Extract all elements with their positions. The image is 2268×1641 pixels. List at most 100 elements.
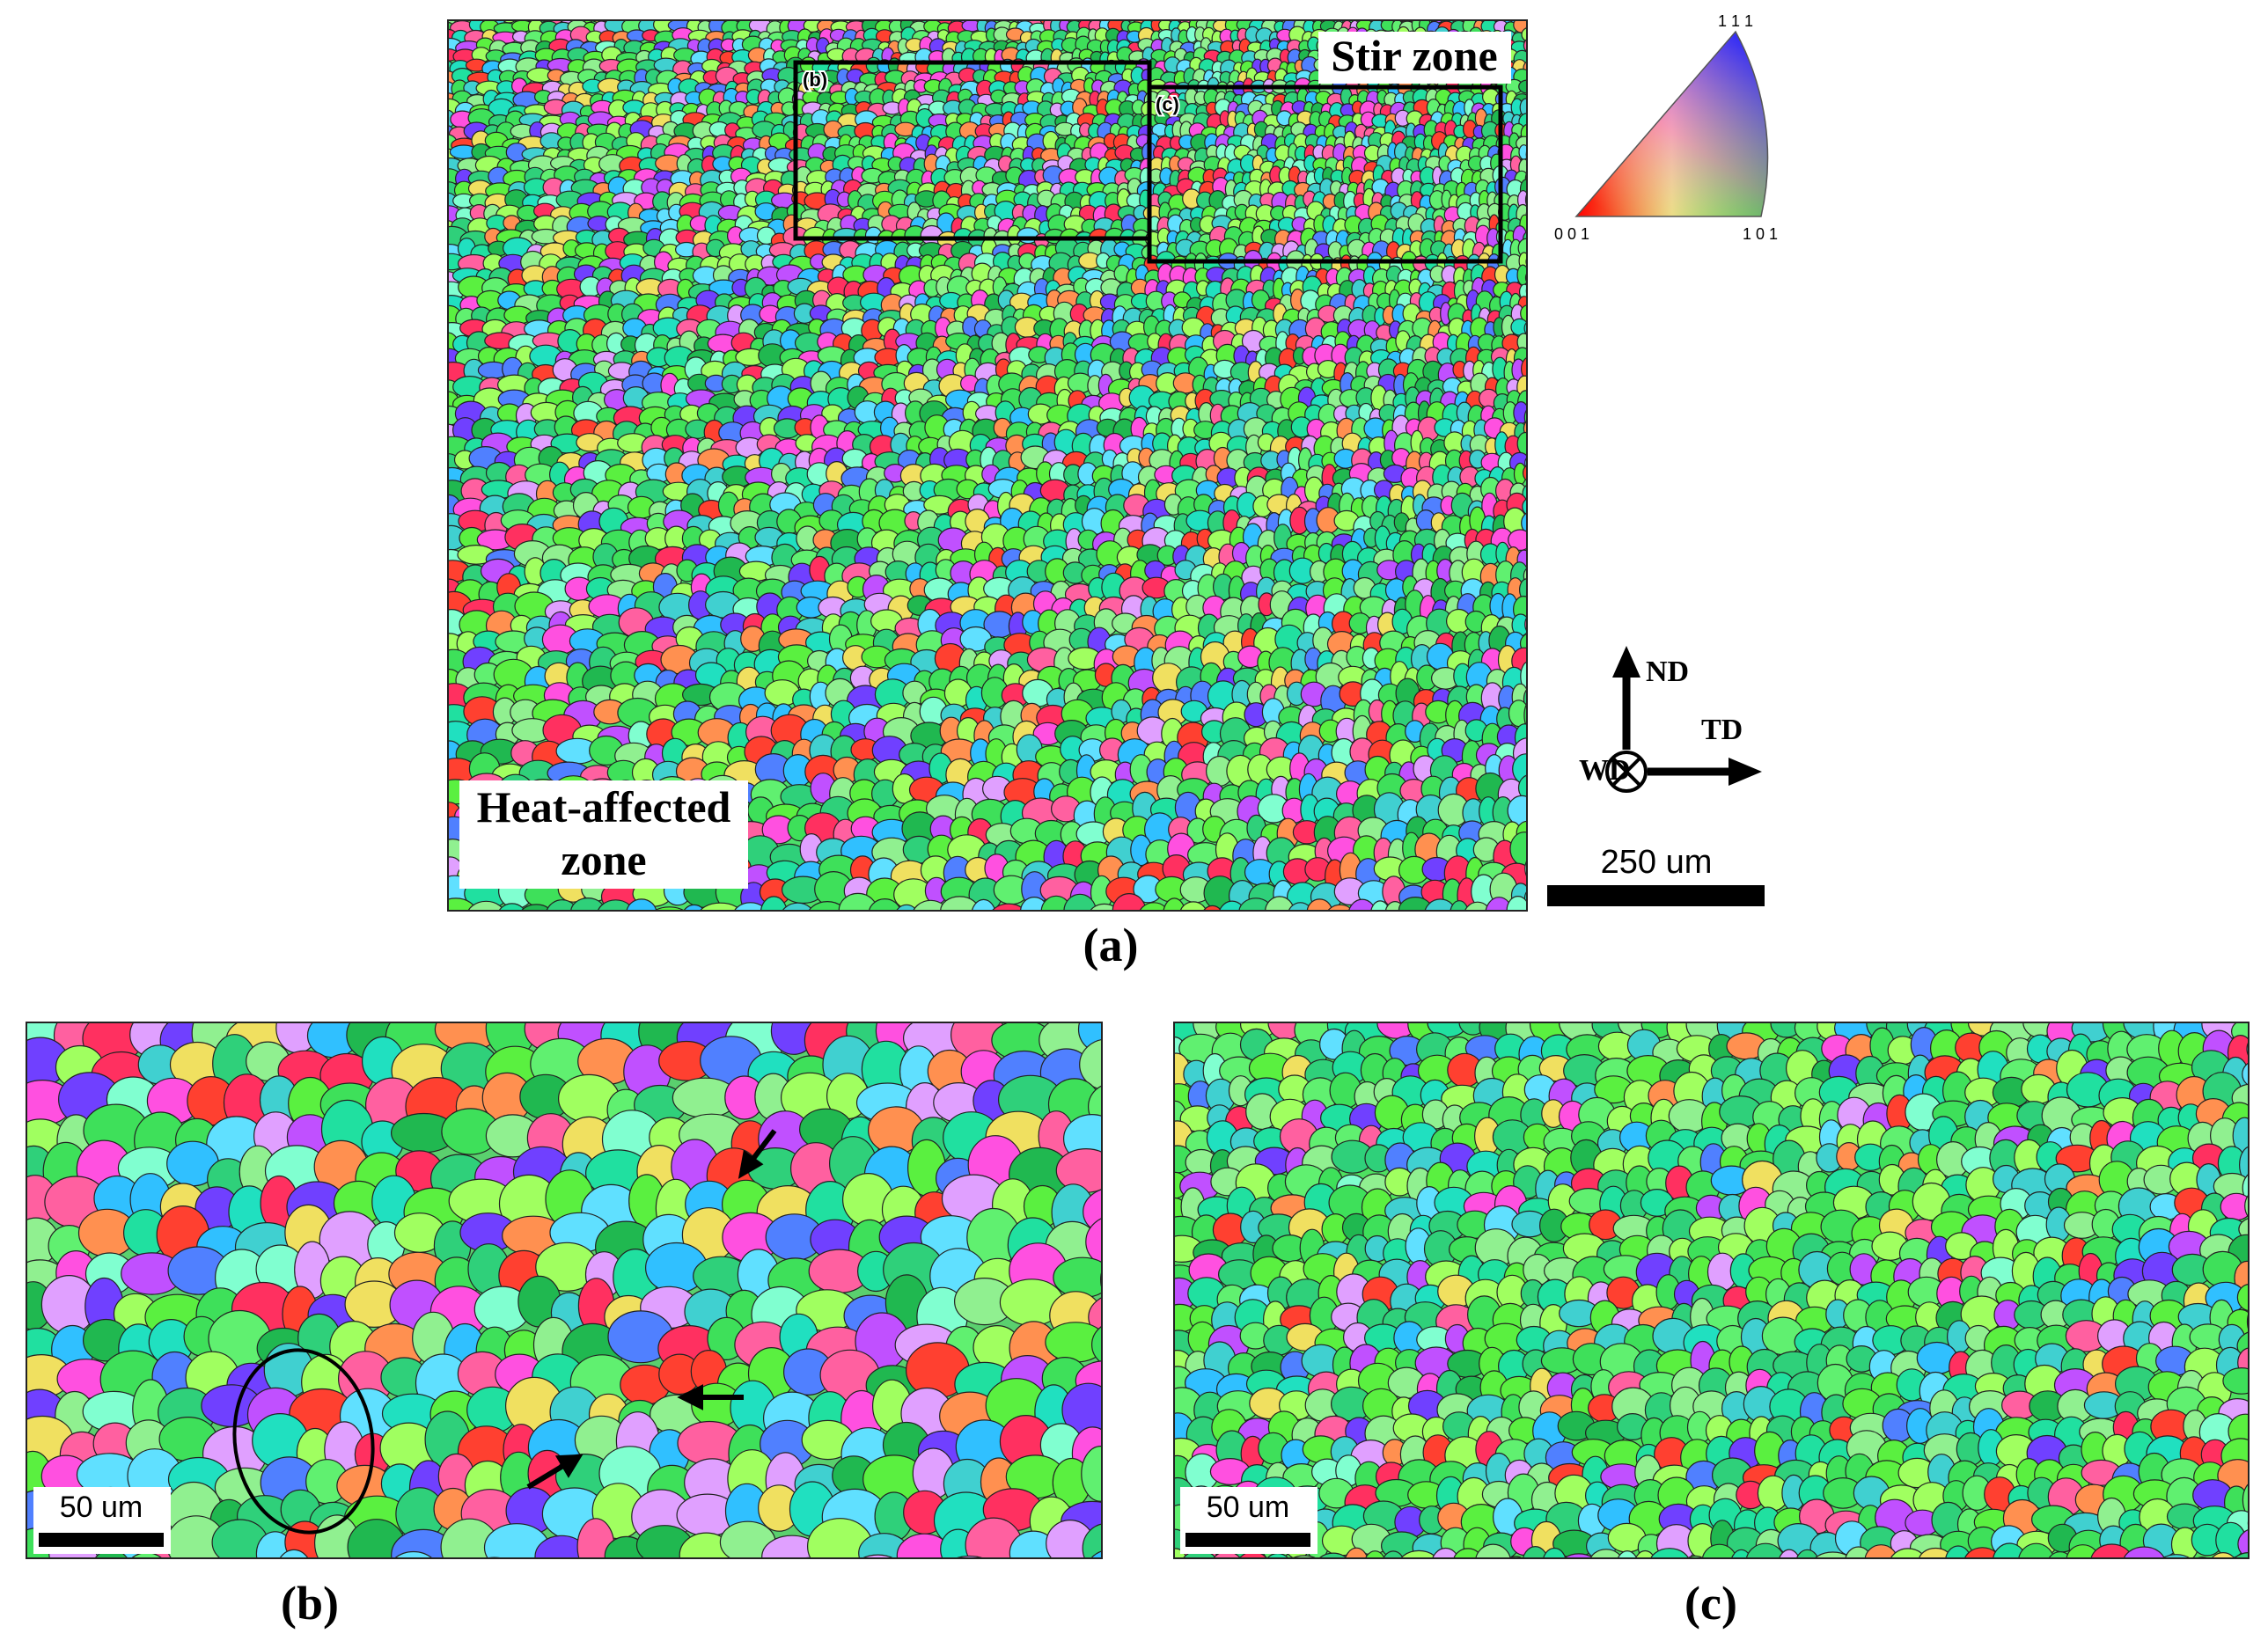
grain <box>1103 1142 1155 1190</box>
grain <box>760 896 788 911</box>
grain <box>1530 582 1552 604</box>
grain <box>60 1561 99 1615</box>
grain <box>1530 645 1556 670</box>
grain <box>1533 813 1560 846</box>
grain <box>234 1564 284 1611</box>
grain <box>1524 616 1527 633</box>
grain <box>622 1561 667 1609</box>
grain <box>1534 58 1545 75</box>
grain <box>1526 297 1527 305</box>
grain <box>782 902 814 911</box>
grain <box>729 1570 765 1609</box>
grain <box>800 1557 816 1558</box>
grain <box>868 898 901 911</box>
grain <box>701 1568 738 1611</box>
grain <box>861 1554 895 1558</box>
grain <box>342 1560 400 1608</box>
grain <box>1525 24 1527 32</box>
grain <box>1053 1256 1102 1299</box>
grain <box>1362 20 1371 22</box>
grain <box>1424 898 1457 911</box>
grain <box>1532 839 1560 868</box>
grain <box>1265 896 1295 911</box>
grain <box>1104 1387 1140 1430</box>
grain <box>1522 465 1527 481</box>
grain <box>1532 84 1543 98</box>
grain <box>1509 831 1527 867</box>
grain <box>570 897 606 911</box>
grain <box>655 1568 712 1612</box>
grain <box>1524 457 1527 470</box>
grain <box>777 20 789 22</box>
map-b-grains <box>11 1022 1155 1619</box>
grain <box>1347 898 1376 911</box>
grain <box>1526 341 1527 349</box>
grain <box>1524 859 1527 878</box>
grain <box>986 1559 1051 1608</box>
grain <box>1100 1270 1102 1290</box>
grain <box>1179 901 1207 911</box>
grain <box>498 903 525 911</box>
grain <box>1529 182 1538 198</box>
grain <box>1526 53 1527 60</box>
grain <box>1521 26 1527 42</box>
grain <box>1530 795 1551 823</box>
grain <box>951 20 959 22</box>
grain <box>1533 51 1549 64</box>
grain <box>1516 431 1527 456</box>
grain <box>539 1561 591 1602</box>
grain <box>1530 599 1545 619</box>
grain <box>971 898 996 911</box>
grain <box>1530 436 1541 458</box>
grain <box>1082 1523 1102 1558</box>
grain <box>1526 352 1527 357</box>
grain <box>1104 1429 1143 1473</box>
grain <box>1526 74 1527 80</box>
grain <box>1525 149 1527 161</box>
grain <box>893 1571 953 1613</box>
grain <box>1238 897 1273 911</box>
grain <box>429 1569 480 1612</box>
grain <box>1523 38 1527 53</box>
grain <box>1525 257 1527 267</box>
grain <box>756 1562 795 1619</box>
grain <box>130 1552 163 1558</box>
grain <box>1531 305 1544 326</box>
grain <box>1526 223 1527 230</box>
grain <box>1525 161 1527 170</box>
grain <box>1507 795 1527 826</box>
grain <box>1533 123 1543 137</box>
grain <box>1525 209 1527 222</box>
grain <box>1530 112 1545 130</box>
grain <box>1530 134 1539 148</box>
grain <box>1530 395 1549 413</box>
grain <box>448 897 477 911</box>
grain <box>1081 1446 1102 1502</box>
grain <box>1528 378 1546 399</box>
grain <box>626 898 657 911</box>
grain <box>393 1550 433 1558</box>
grain <box>699 902 742 911</box>
grain <box>1526 539 1527 548</box>
grain <box>1040 895 1072 911</box>
grain <box>485 1557 504 1558</box>
grain <box>467 900 505 911</box>
grain <box>1530 722 1545 747</box>
grain <box>11 1564 72 1612</box>
grain <box>1077 1022 1102 1054</box>
grain <box>1534 172 1545 187</box>
map-a-grains <box>448 20 1560 911</box>
grain <box>821 1565 860 1615</box>
grain <box>1036 1569 1097 1609</box>
grain <box>578 1560 634 1606</box>
grain <box>1534 219 1550 237</box>
grain <box>1343 20 1352 22</box>
grain <box>1525 285 1527 297</box>
grain <box>954 1555 985 1558</box>
grain <box>1525 94 1527 102</box>
grain <box>525 1557 534 1558</box>
map-c-grains <box>1174 1022 2249 1558</box>
grain <box>1306 898 1333 911</box>
